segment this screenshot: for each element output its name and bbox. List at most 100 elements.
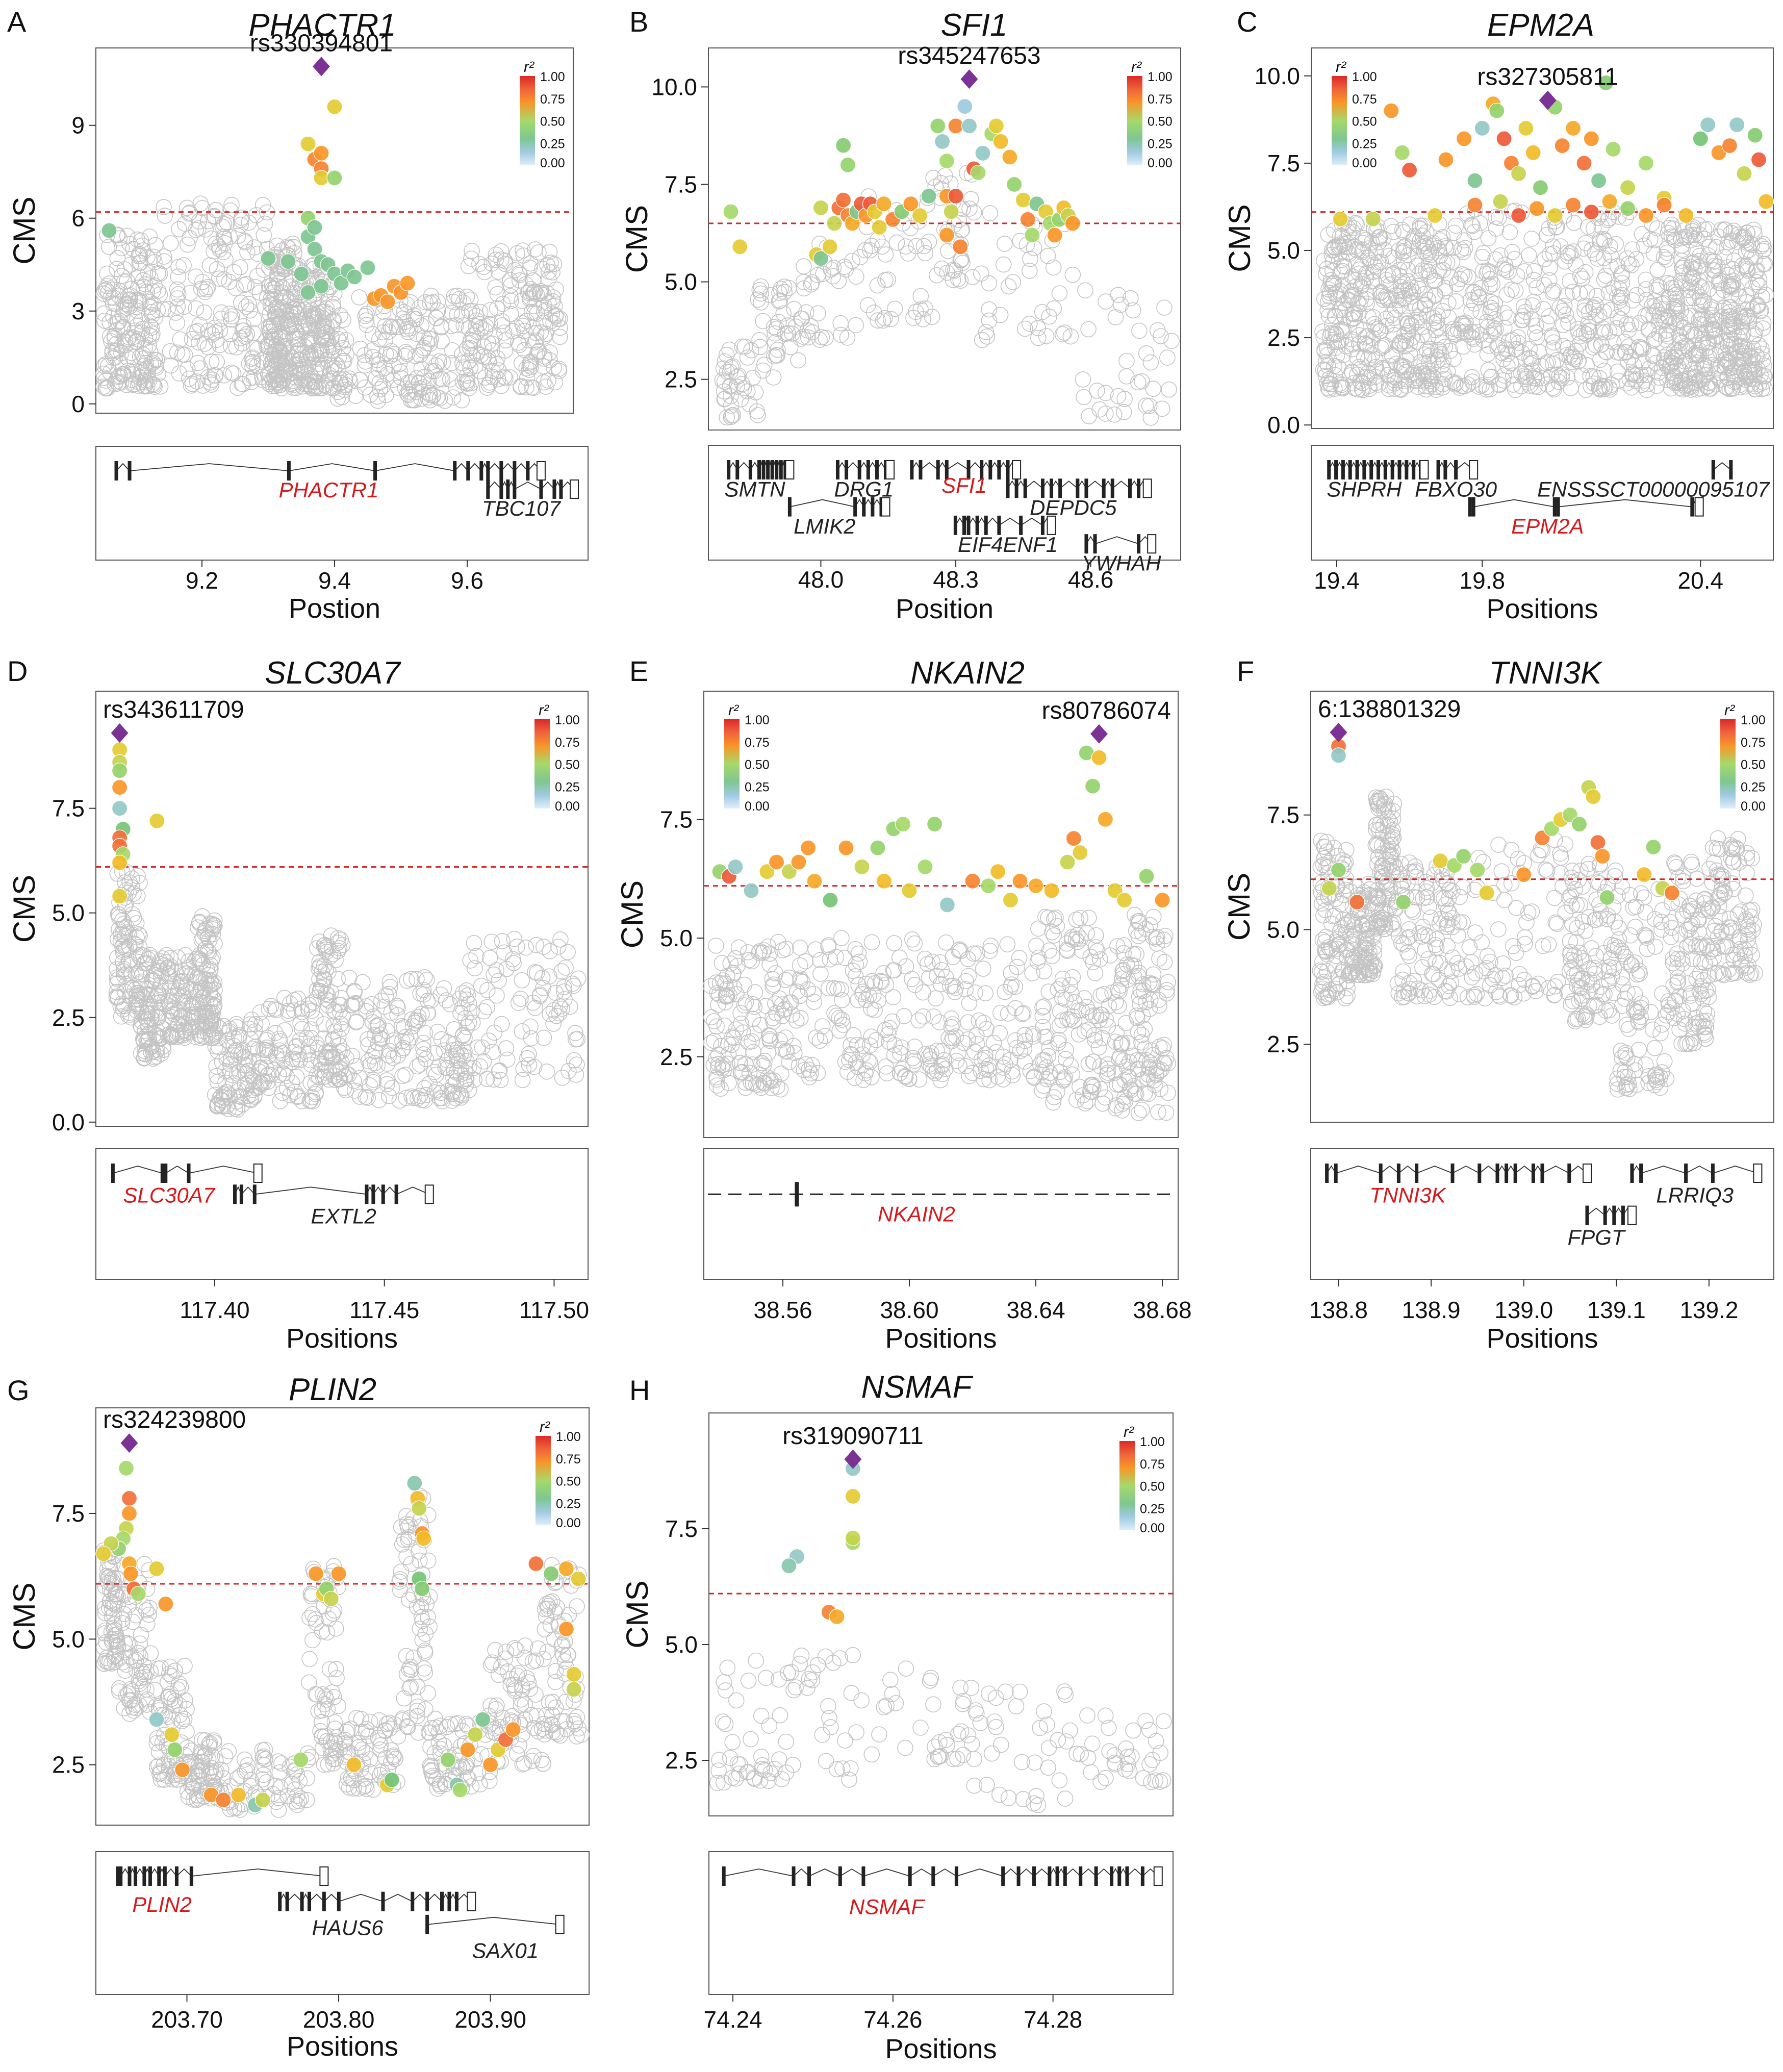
- data-point-background: [219, 214, 235, 231]
- data-point-ld: [876, 873, 893, 889]
- gene-exon: [239, 1184, 243, 1204]
- data-point-background: [244, 358, 261, 374]
- data-point-ld: [280, 254, 296, 270]
- data-point-background: [371, 331, 388, 347]
- data-point-background: [422, 295, 438, 311]
- data-point-background: [310, 356, 326, 372]
- data-point-ld: [1620, 200, 1636, 217]
- data-point-background: [110, 375, 126, 392]
- data-point-ld: [1006, 176, 1023, 193]
- data-point-background: [430, 371, 447, 388]
- data-point-ld: [1467, 197, 1483, 213]
- data-point-background: [150, 365, 167, 382]
- y-tick-label: 10.0: [651, 73, 697, 100]
- data-point-background: [542, 313, 558, 330]
- data-point-background: [142, 317, 159, 334]
- gene-exon: [513, 461, 517, 481]
- data-point-background: [289, 360, 305, 377]
- data-point-ld: [917, 858, 933, 875]
- data-point-background: [290, 336, 307, 353]
- gene-exon: [1436, 460, 1440, 479]
- data-point-background: [411, 374, 427, 391]
- gene-exon: [1711, 460, 1715, 479]
- data-point-background: [120, 296, 136, 313]
- gene-exon: [1690, 497, 1694, 517]
- gene-exon: [1552, 497, 1557, 517]
- x-tick-label: 9.6: [451, 567, 483, 594]
- ld-color-bar: [1127, 76, 1142, 165]
- lead-snp-label: rs330394801: [250, 30, 393, 57]
- ld-color-bar: [520, 76, 535, 165]
- panel-letter: A: [7, 6, 27, 38]
- data-point-background: [99, 380, 116, 397]
- gene-exon: [1040, 515, 1045, 535]
- data-point-background: [488, 246, 504, 263]
- legend-tick-label: 0.75: [540, 92, 565, 107]
- data-point-background: [109, 261, 125, 277]
- data-point-background: [437, 392, 453, 409]
- y-tick-label: 2.5: [1267, 1031, 1300, 1057]
- data-point-background: [518, 379, 534, 396]
- gene-exon: [252, 1184, 257, 1204]
- data-point-background: [309, 300, 326, 317]
- data-point-background: [358, 312, 374, 329]
- y-tick-label: 2.5: [1267, 324, 1300, 351]
- gene-exon: [795, 1182, 799, 1207]
- data-point-background: [114, 292, 131, 309]
- gene-exon: [1348, 460, 1352, 479]
- data-point-ld: [1692, 131, 1709, 147]
- lead-snp-label: rs327305811: [1477, 64, 1618, 91]
- data-point-background: [121, 236, 138, 252]
- y-tick-label: 7.5: [1267, 150, 1300, 176]
- data-point-ld: [1576, 155, 1592, 171]
- data-point-background: [335, 311, 352, 328]
- legend-tick-label: 0.00: [1352, 156, 1377, 170]
- data-point-ld: [360, 260, 376, 276]
- data-point-background: [130, 248, 147, 265]
- gene-exon: [111, 1164, 115, 1183]
- data-point-background: [481, 316, 498, 332]
- gene-exon: [128, 461, 132, 481]
- legend-tick-label: 0.50: [1352, 115, 1377, 129]
- data-point-background: [181, 205, 197, 222]
- gene-exon: [787, 497, 792, 517]
- x-tick-label: 19.8: [1460, 567, 1506, 594]
- data-point-ld: [1565, 120, 1582, 136]
- gene-exon: [885, 460, 895, 479]
- data-point-ld: [1605, 141, 1621, 158]
- data-point-background: [421, 331, 438, 347]
- y-tick-label: 7.5: [660, 806, 693, 832]
- data-point-background: [223, 196, 240, 213]
- data-point-background: [392, 369, 409, 386]
- data-point-background: [347, 388, 364, 404]
- data-point-ld: [901, 882, 918, 899]
- data-point-background: [444, 305, 460, 321]
- gene-exon: [1137, 478, 1141, 498]
- gene-exon: [757, 460, 761, 479]
- data-point-ld: [1547, 207, 1563, 224]
- data-point-ld: [1583, 204, 1599, 220]
- data-point-background: [494, 313, 511, 330]
- data-point-background: [303, 373, 320, 390]
- gene-exon: [114, 461, 118, 481]
- data-point-background: [215, 244, 232, 261]
- data-point-background: [141, 228, 158, 245]
- data-point-ld: [838, 840, 854, 856]
- data-point-background: [459, 375, 476, 392]
- y-tick-label: 6: [71, 205, 85, 232]
- data-point-ld: [1736, 165, 1752, 182]
- data-point-background: [291, 301, 308, 318]
- data-point-background: [278, 304, 294, 320]
- data-point-background: [496, 368, 513, 385]
- data-point-ld: [1365, 211, 1381, 227]
- gene-exon: [536, 461, 546, 481]
- data-point-ld: [822, 892, 838, 908]
- data-point-background: [196, 336, 213, 352]
- data-point-background: [477, 322, 494, 339]
- gene-exon: [424, 1184, 434, 1204]
- data-point-background: [126, 375, 142, 392]
- legend-tick-label: 1.00: [555, 713, 580, 727]
- data-point-background: [294, 323, 311, 340]
- data-point-ld: [1511, 207, 1527, 224]
